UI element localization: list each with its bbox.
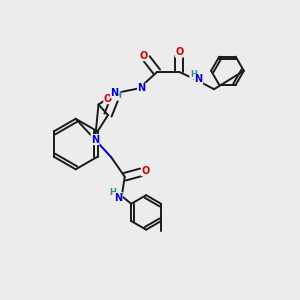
Text: N: N: [114, 193, 122, 202]
Text: H: H: [114, 91, 121, 100]
Text: O: O: [140, 51, 148, 61]
Text: N: N: [137, 83, 146, 93]
Text: O: O: [104, 94, 112, 104]
Text: N: N: [195, 74, 203, 84]
Text: N: N: [110, 88, 118, 98]
Text: O: O: [141, 166, 150, 176]
Text: H: H: [109, 188, 116, 197]
Text: H: H: [190, 70, 197, 79]
Text: N: N: [91, 135, 99, 145]
Text: O: O: [175, 47, 183, 57]
